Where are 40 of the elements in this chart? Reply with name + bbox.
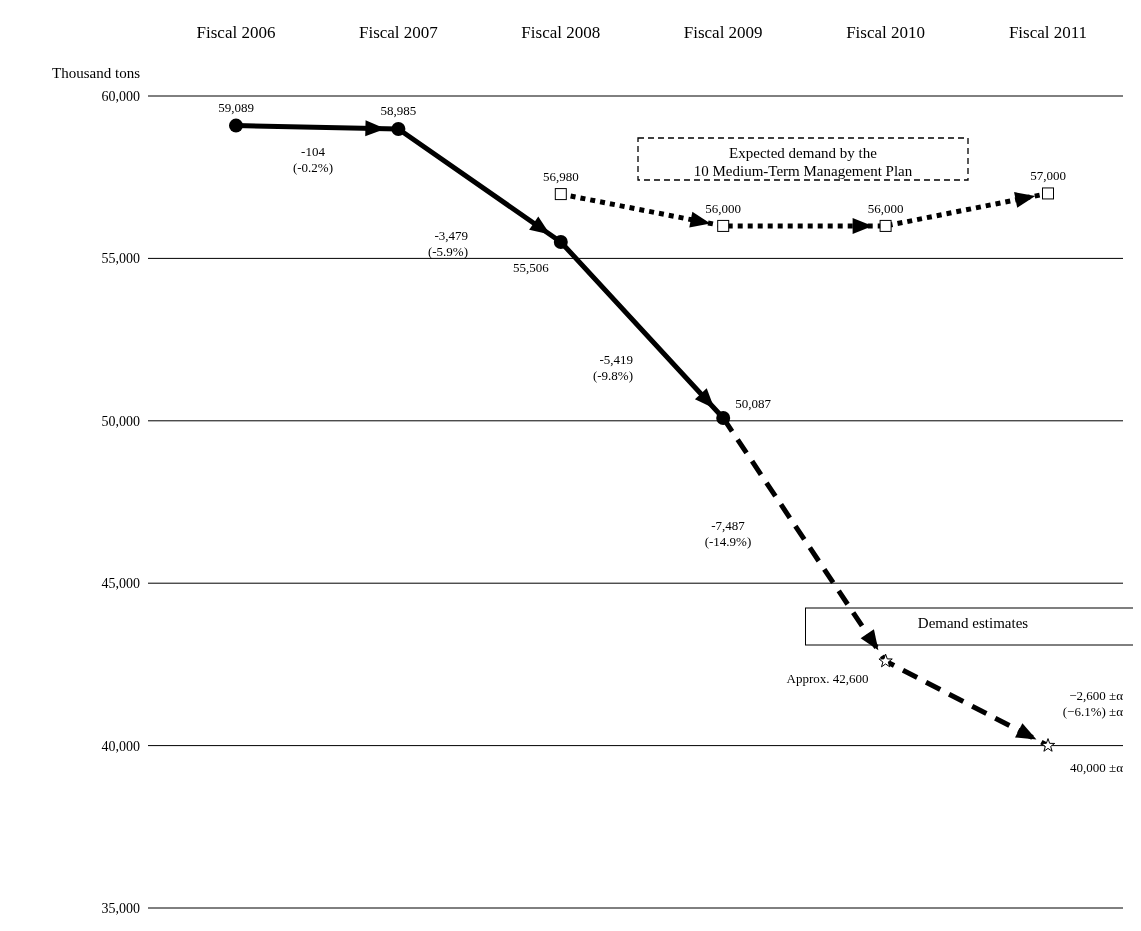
point xyxy=(1040,738,1056,752)
y-tick-label: 50,000 xyxy=(101,413,140,429)
data-label: 59,089 xyxy=(218,99,254,115)
annotation: -7,487 (-14.9%) xyxy=(704,518,752,549)
data-label: 40,000 ±α xyxy=(1070,759,1124,775)
y-tick-label: 60,000 xyxy=(101,88,140,104)
data-label: Approx. 42,600 xyxy=(786,671,869,687)
data-label: 58,985 xyxy=(380,102,417,118)
annotation: Expected demand by the 10 Medium-Term Management Plan xyxy=(693,145,913,179)
point xyxy=(229,118,243,133)
annotation: −2,600 ±α (−6.1%) ±α xyxy=(1062,688,1124,719)
x-tick-label: Fiscal 2009 xyxy=(683,23,763,42)
y-axis-title: Thousand tons xyxy=(52,65,141,81)
y-tick-label: 55,000 xyxy=(101,251,140,267)
point xyxy=(878,653,893,668)
data-label: 57,000 xyxy=(1030,168,1066,184)
data-label: 56,000 xyxy=(867,200,904,216)
point xyxy=(716,410,731,425)
point xyxy=(879,219,892,232)
data-label: 50,087 xyxy=(735,395,772,411)
data-label: 56,000 xyxy=(705,200,742,216)
y-tick-label: 45,000 xyxy=(101,576,140,592)
x-tick-label: Fiscal 2007 xyxy=(358,23,439,42)
y-tick-label: 35,000 xyxy=(101,900,140,916)
x-tick-label: Fiscal 2006 xyxy=(196,23,276,42)
point xyxy=(1042,187,1054,200)
annotation: -104 (-0.2%) xyxy=(292,144,334,175)
annotation: -5,419 (-9.8%) xyxy=(592,352,633,383)
point xyxy=(391,121,406,136)
point xyxy=(553,234,568,249)
annotation: Demand estimates xyxy=(917,615,1029,631)
y-tick-label: 40,000 xyxy=(101,738,140,754)
x-tick-label: Fiscal 2008 xyxy=(521,23,601,42)
x-tick-label: Fiscal 2010 xyxy=(846,23,926,42)
data-label: 55,506 xyxy=(513,259,550,275)
annotation: -3,479 (-5.9%) xyxy=(427,228,468,259)
point xyxy=(554,188,567,201)
point xyxy=(717,219,730,232)
x-tick-label: Fiscal 2011 xyxy=(1008,23,1088,42)
data-label: 56,980 xyxy=(542,169,579,185)
